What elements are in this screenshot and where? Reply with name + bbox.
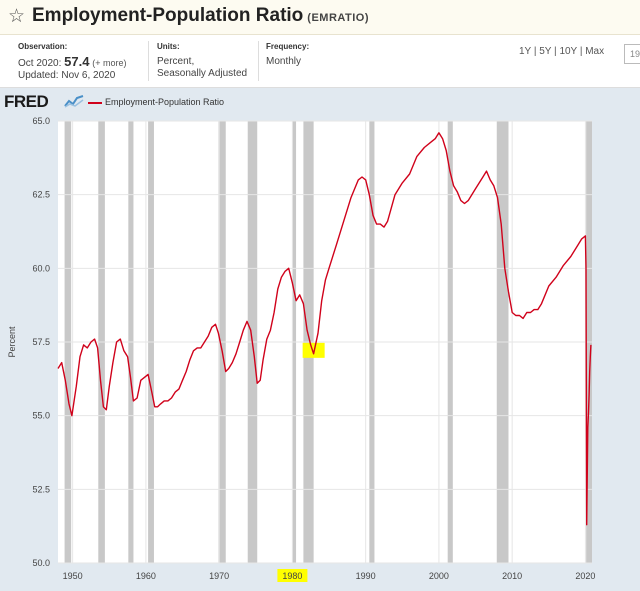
meta-divider bbox=[258, 41, 259, 81]
page-title: Employment-Population Ratio (EMRATIO) bbox=[32, 5, 369, 27]
frequency-value: Monthly bbox=[266, 56, 302, 67]
series-id: (EMRATIO) bbox=[307, 12, 370, 24]
frequency-block: Frequency: Monthly bbox=[266, 41, 309, 68]
observation-block: Observation: Oct 2020: 57.4 (+ more) Upd… bbox=[18, 41, 127, 82]
range-1y[interactable]: 1Y bbox=[519, 46, 532, 57]
x-tick-label: 1950 bbox=[63, 571, 83, 581]
units-block: Units: Percent, Seasonally Adjusted bbox=[157, 41, 247, 80]
y-tick-label: 52.5 bbox=[32, 484, 50, 494]
x-tick-label: 1970 bbox=[209, 571, 229, 581]
title-bar: ☆ Employment-Population Ratio (EMRATIO) bbox=[0, 0, 640, 35]
x-tick-label: 1960 bbox=[136, 571, 156, 581]
frequency-label: Frequency: bbox=[266, 42, 310, 51]
range-max[interactable]: Max bbox=[585, 46, 605, 57]
more-link[interactable]: (+ more) bbox=[92, 58, 127, 68]
chart-legend: Employment-Population Ratio bbox=[88, 97, 224, 107]
y-tick-label: 57.5 bbox=[32, 337, 50, 347]
legend-swatch bbox=[88, 101, 102, 104]
y-axis-label: Percent bbox=[7, 326, 17, 358]
range-5y[interactable]: 5Y bbox=[539, 46, 552, 57]
x-tick-label: 1990 bbox=[356, 571, 376, 581]
observation-value: 57.4 bbox=[64, 54, 90, 69]
meta-divider bbox=[148, 41, 149, 81]
observation-date: Oct 2020: bbox=[18, 58, 62, 69]
line-chart: 50.0 52.5 55.0 57.5 60.0 62.5 65.0 1950 1960 197… bbox=[7, 116, 595, 582]
x-tick-label: 1980 bbox=[282, 571, 302, 581]
range-selector: 1Y | 5Y | 10Y | Max bbox=[519, 46, 605, 57]
fred-graph-icon bbox=[64, 94, 84, 108]
star-icon[interactable]: ☆ bbox=[8, 6, 26, 27]
chart-panel: 50.0 52.5 55.0 57.5 60.0 62.5 65.0 1950 1960 197… bbox=[0, 88, 640, 591]
y-tick-label: 60.0 bbox=[32, 263, 50, 273]
units-line-2: Seasonally Adjusted bbox=[157, 68, 248, 79]
units-label: Units: bbox=[157, 42, 180, 51]
units-line-1: Percent, bbox=[157, 56, 195, 67]
start-date-input[interactable]: 19 bbox=[624, 44, 640, 64]
highlight-tick bbox=[277, 569, 308, 582]
y-tick-label: 65.0 bbox=[32, 116, 50, 126]
x-tick-label: 2010 bbox=[502, 571, 522, 581]
legend-label: Employment-Population Ratio bbox=[105, 97, 225, 107]
y-tick-label: 55.0 bbox=[32, 411, 50, 421]
observation-line: Oct 2020: 57.4 (+ more) bbox=[18, 54, 127, 70]
series-line bbox=[57, 132, 592, 526]
series-title: Employment-Population Ratio bbox=[32, 5, 304, 26]
observation-label: Observation: bbox=[18, 42, 68, 51]
series-meta-bar: Observation: Oct 2020: 57.4 (+ more) Upd… bbox=[0, 35, 640, 88]
updated-date: Updated: Nov 6, 2020 bbox=[18, 70, 116, 81]
y-tick-label: 50.0 bbox=[32, 558, 50, 568]
y-tick-label: 62.5 bbox=[32, 190, 50, 200]
x-tick-label: 2000 bbox=[429, 571, 449, 581]
fred-logo[interactable]: FRED bbox=[4, 92, 49, 111]
x-tick-label: 2020 bbox=[575, 571, 595, 581]
range-10y[interactable]: 10Y bbox=[559, 46, 578, 57]
